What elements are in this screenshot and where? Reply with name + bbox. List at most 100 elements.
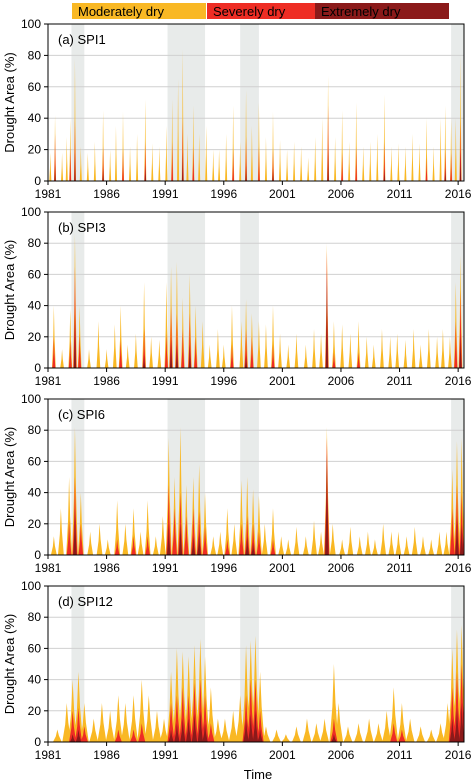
- area-spike: [334, 137, 337, 181]
- shaded-period-2: [240, 24, 259, 181]
- area-spike: [164, 333, 168, 368]
- panel-title: (a) SPI1: [58, 32, 106, 47]
- area-spike: [397, 703, 407, 742]
- area-spike: [271, 305, 275, 368]
- area-spike: [136, 133, 139, 181]
- area-spike: [114, 539, 120, 555]
- area-spike: [97, 703, 107, 742]
- y-tick-label: 40: [28, 673, 42, 687]
- x-tick-label: 2001: [269, 187, 296, 201]
- area-spike: [230, 344, 234, 368]
- area-spike: [454, 321, 458, 368]
- area-spike: [420, 536, 426, 555]
- panel-frame: [47, 585, 465, 743]
- area-spike: [191, 536, 196, 555]
- area-spike: [383, 94, 386, 181]
- area-spike: [73, 508, 77, 555]
- area-spike: [190, 508, 196, 555]
- area-spike: [188, 313, 192, 368]
- area-spike: [390, 146, 393, 181]
- area-spike: [325, 453, 329, 555]
- y-tick-label: 20: [28, 704, 42, 718]
- area-spike: [261, 726, 271, 742]
- x-tick-label: 2011: [387, 187, 413, 201]
- y-tick-label: 60: [28, 454, 42, 468]
- area-spike: [364, 531, 371, 555]
- area-spike: [104, 349, 109, 368]
- x-tick-label: 1996: [210, 187, 237, 201]
- x-tick-label: 2016: [445, 187, 472, 201]
- area-spike: [230, 305, 234, 368]
- area-spike: [96, 523, 103, 555]
- area-spike: [448, 687, 456, 742]
- area-spike: [252, 710, 259, 742]
- area-spike: [329, 523, 336, 555]
- area-spike: [278, 333, 282, 368]
- y-tick-label: 80: [28, 610, 42, 624]
- area-spike: [79, 146, 82, 181]
- area-spike: [300, 146, 303, 181]
- area-spike: [73, 313, 77, 368]
- area-spike: [177, 427, 184, 555]
- panel-0: 0 20 40 60 80 100 1981 1986 1991 1996 2001 2006 2011…: [2, 17, 472, 201]
- area-spike: [62, 703, 72, 742]
- area-spike: [121, 111, 125, 181]
- area-spike: [257, 729, 263, 742]
- shaded-period-1: [167, 212, 206, 368]
- area-spike: [122, 149, 124, 181]
- area-spike: [217, 531, 224, 555]
- area-spike: [80, 726, 88, 742]
- area-spike: [122, 523, 129, 555]
- area-spike: [225, 133, 228, 181]
- area-spike: [212, 149, 215, 181]
- area-spike: [371, 344, 376, 368]
- area-spike: [256, 710, 264, 742]
- y-axis-label: Drought Area (%): [2, 427, 17, 527]
- area-spike: [113, 695, 123, 742]
- area-spike: [197, 710, 204, 742]
- area-spike: [190, 682, 199, 742]
- area-spike: [320, 718, 330, 742]
- area-spike: [181, 118, 184, 181]
- area-spike: [355, 102, 358, 181]
- area-spike: [382, 710, 392, 742]
- area-spike: [60, 349, 64, 368]
- area-spike: [114, 500, 121, 555]
- area-spike: [293, 141, 296, 181]
- area-spike: [129, 695, 138, 742]
- shaded-period-3: [451, 24, 464, 181]
- area-spike: [202, 526, 208, 555]
- area-spike: [166, 484, 172, 555]
- y-tick-label: 100: [21, 205, 41, 219]
- panel-2: 0 20 40 60 80 100 1981 1986 1991 1996 2001 2006 2011…: [2, 392, 472, 575]
- area-spike: [109, 149, 112, 181]
- area-spike: [432, 146, 435, 181]
- x-tick-label: 1986: [93, 748, 120, 762]
- area-spike: [165, 126, 168, 181]
- area-spike: [341, 110, 344, 181]
- area-spike: [192, 105, 195, 181]
- area-spike: [343, 726, 353, 742]
- x-tick-label: 2006: [328, 374, 355, 388]
- area-spike: [173, 695, 181, 742]
- area-spike: [180, 718, 186, 742]
- area-spike: [389, 687, 399, 742]
- panel-frame: [47, 211, 465, 369]
- area-spike: [228, 710, 238, 742]
- y-tick-label: 80: [28, 423, 42, 437]
- area-spike: [201, 695, 209, 742]
- area-spike: [426, 329, 431, 368]
- area-spike: [120, 703, 130, 742]
- area-spike: [278, 536, 285, 555]
- area-spike: [158, 146, 161, 181]
- x-tick-label: 1991: [152, 374, 179, 388]
- area-spike: [436, 531, 443, 555]
- legend-label-2: Extremely dry: [321, 4, 401, 19]
- area-spike: [191, 713, 198, 742]
- area-spike: [86, 152, 89, 181]
- area-spike: [281, 734, 291, 742]
- area-spike: [167, 703, 175, 742]
- y-tick-label: 60: [28, 641, 42, 655]
- area-spike: [307, 157, 310, 181]
- x-tick-label: 2001: [269, 561, 296, 575]
